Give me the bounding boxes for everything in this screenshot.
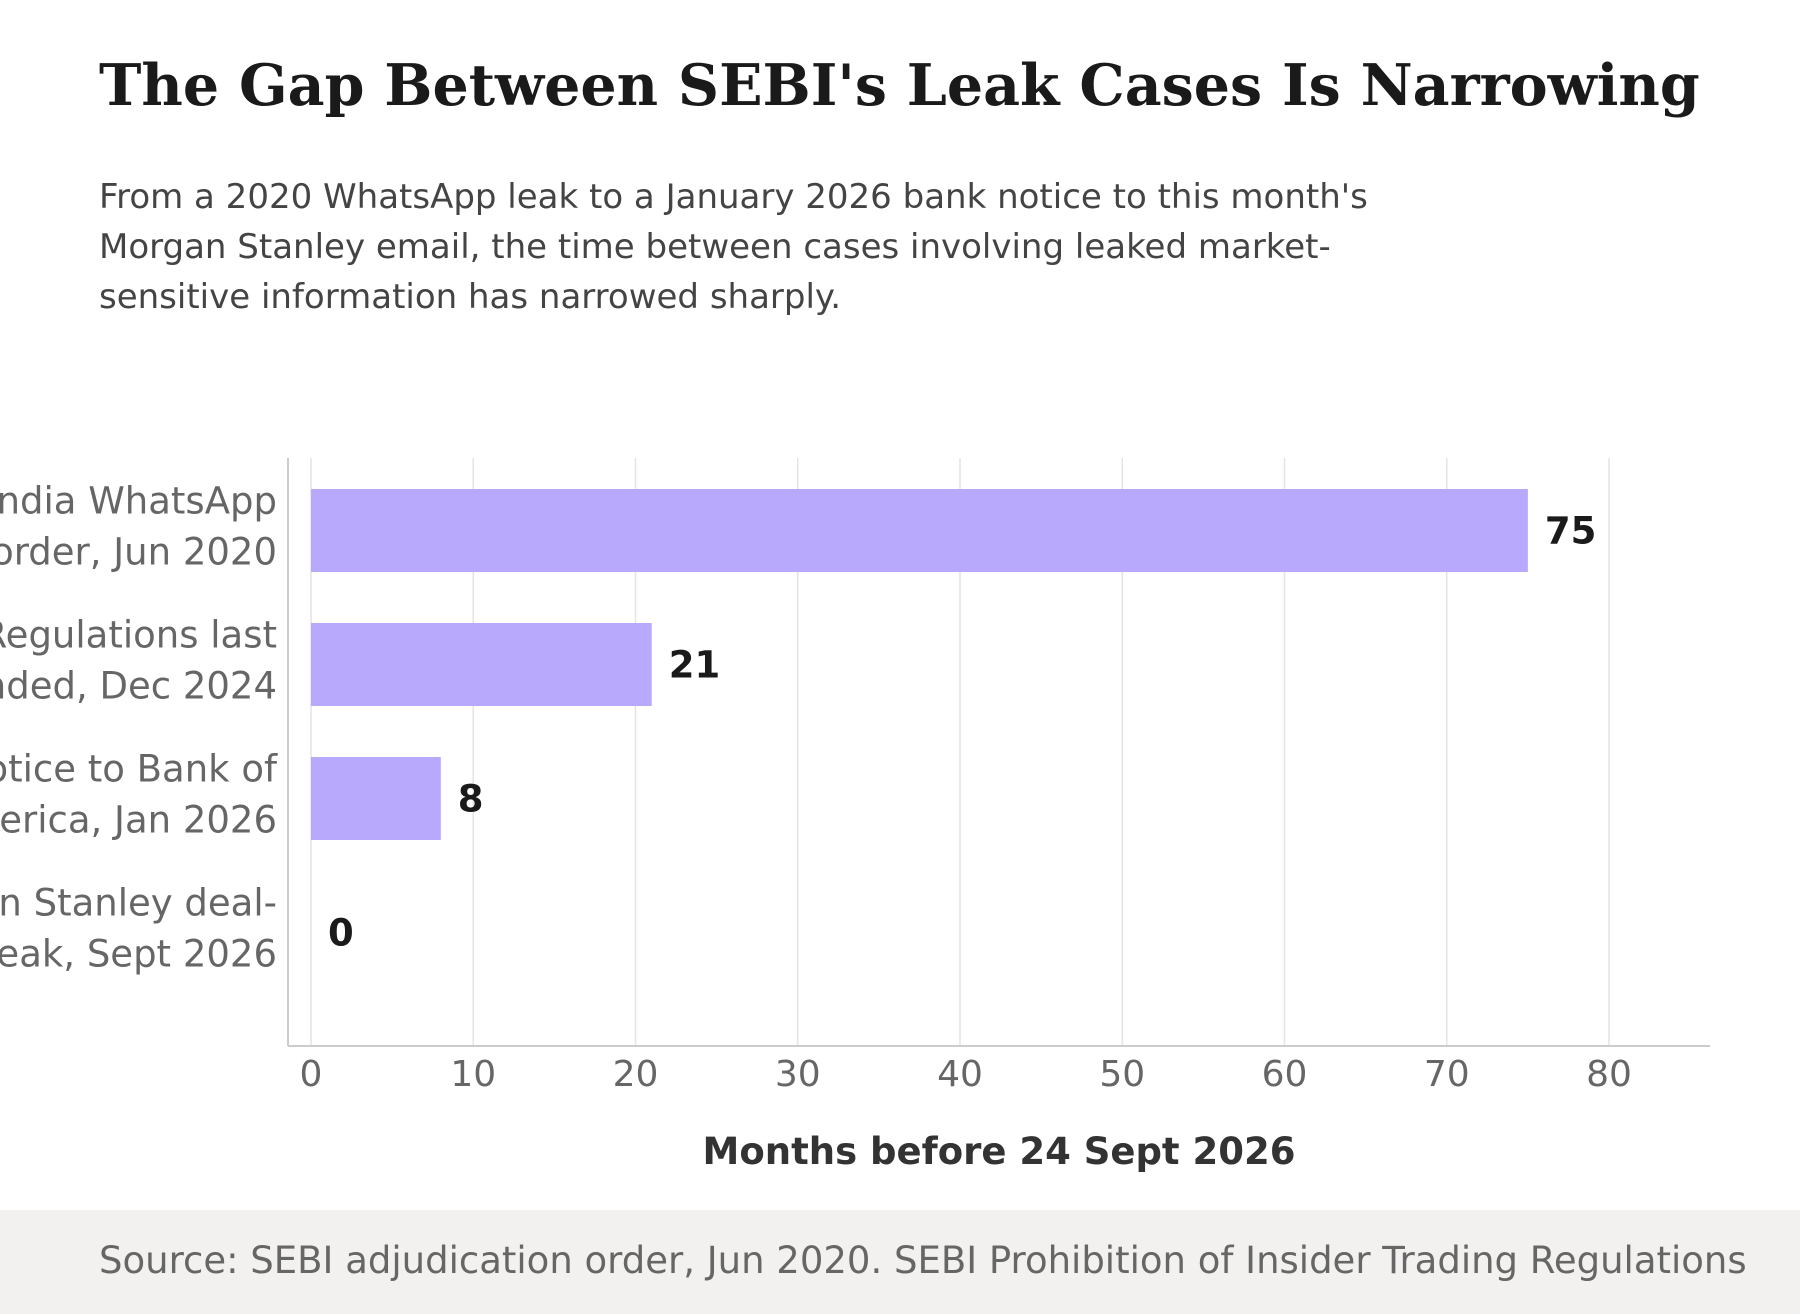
x-axis-ticks: 0 10 20 30 40 50 60 70 80 [300, 1054, 1632, 1095]
x-tick-label: 0 [300, 1054, 323, 1095]
value-labels: 75 21 8 0 [328, 510, 1596, 955]
value-label: 0 [328, 912, 354, 955]
y-tick-label: India WhatsApp order, Jun 2020 [0, 480, 277, 574]
bar [311, 489, 1528, 572]
chart-title: The Gap Between SEBI's Leak Cases Is Nar… [99, 52, 1700, 119]
value-label: 75 [1545, 510, 1597, 553]
x-tick-label: 80 [1586, 1054, 1632, 1095]
y-tick-label-line: Notice to Bank of [0, 748, 278, 791]
y-tick-label-line: America, Jan 2026 [0, 799, 277, 842]
source-note: Source: SEBI adjudication order, Jun 202… [99, 1239, 1747, 1282]
y-tick-label-line: Morgan Stanley deal- [0, 882, 277, 925]
y-tick-label: Notice to Bank of America, Jan 2026 [0, 748, 278, 842]
x-tick-label: 10 [450, 1054, 496, 1095]
bar [311, 623, 652, 706]
x-tick-label: 60 [1262, 1054, 1308, 1095]
bar-chart: India WhatsApp order, Jun 2020 Regulations… [0, 458, 1710, 1173]
y-tick-label: Morgan Stanley deal-leak, Sept 2026 [0, 882, 277, 976]
bars [311, 489, 1528, 840]
y-tick-label-line: order, Jun 2020 [0, 531, 277, 574]
x-tick-label: 40 [937, 1054, 983, 1095]
y-tick-label-line: amended, Dec 2024 [0, 665, 277, 708]
value-label: 21 [669, 644, 721, 687]
x-axis-label: Months before 24 Sept 2026 [703, 1130, 1296, 1173]
source-footer: Source: SEBI adjudication order, Jun 202… [0, 1210, 1800, 1314]
x-tick-label: 70 [1424, 1054, 1470, 1095]
bar [311, 757, 441, 840]
y-axis-labels: India WhatsApp order, Jun 2020 Regulations… [0, 480, 278, 976]
chart-subtitle: From a 2020 WhatsApp leak to a January 2… [99, 177, 1368, 317]
y-tick-label: Regulations last amended, Dec 2024 [0, 614, 277, 708]
x-tick-label: 50 [1099, 1054, 1145, 1095]
y-tick-label-line: India WhatsApp [0, 480, 277, 523]
y-tick-label-line: Regulations last [0, 614, 277, 657]
y-tick-label-line: leak, Sept 2026 [0, 933, 277, 976]
x-tick-label: 20 [613, 1054, 659, 1095]
x-tick-label: 30 [775, 1054, 821, 1095]
value-label: 8 [458, 778, 484, 821]
